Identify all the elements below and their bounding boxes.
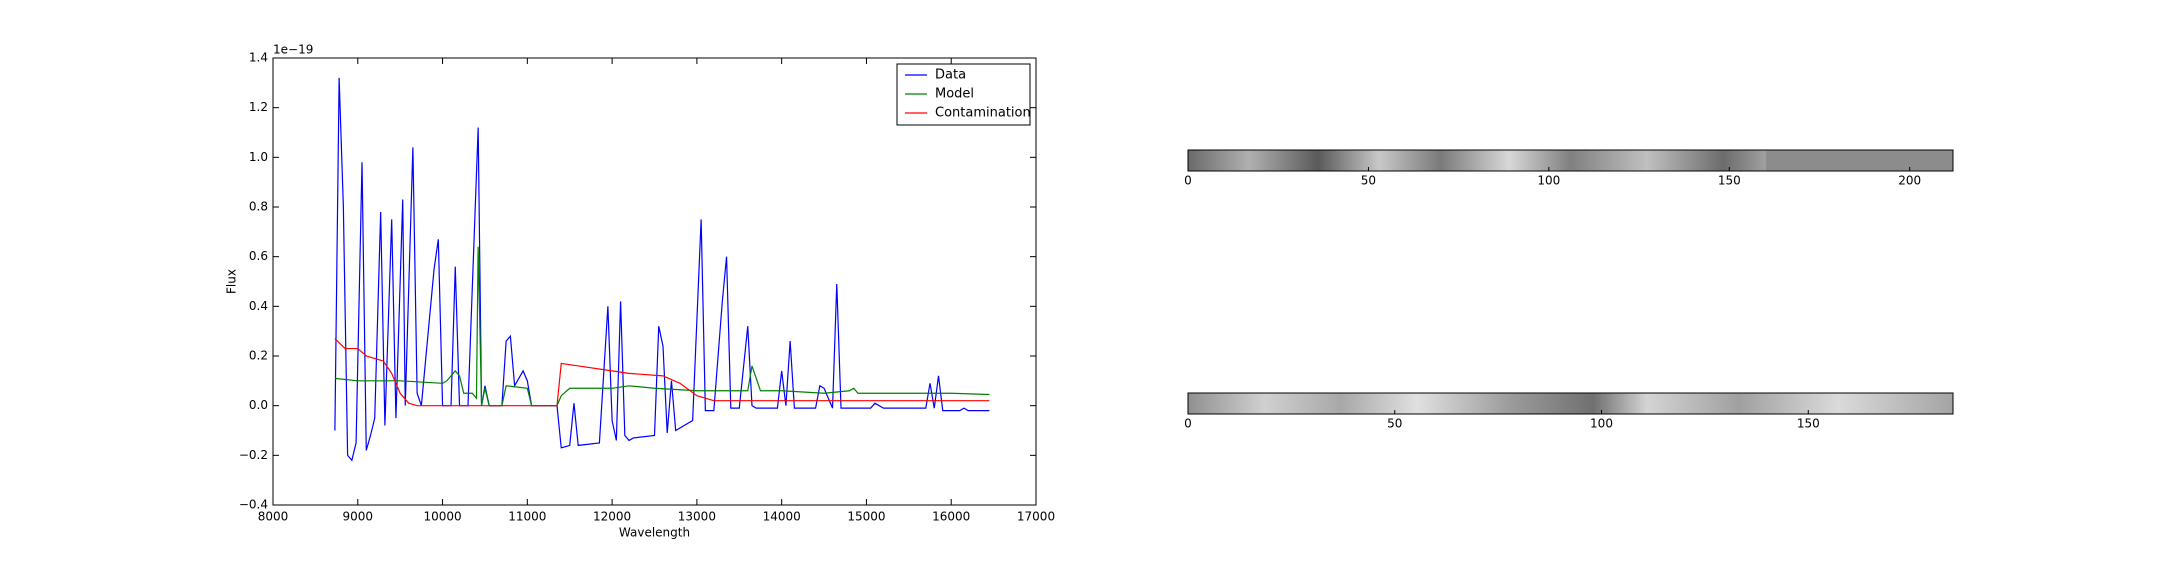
y-tick-label: 1.4 <box>249 51 268 65</box>
x-tick-label: 16000 <box>932 510 970 524</box>
x-tick-label: 12000 <box>593 510 631 524</box>
x-tick-label: 15000 <box>847 510 885 524</box>
x-tick-label: 8000 <box>258 510 289 524</box>
x-tick-label: 0 <box>1184 417 1192 431</box>
x-tick-label: 0 <box>1184 174 1192 188</box>
y-tick-label: −0.2 <box>239 448 268 462</box>
legend-label: Model <box>935 87 974 102</box>
y-tick-label: 0.4 <box>249 299 268 313</box>
y-tick-label: 1.0 <box>249 150 268 164</box>
y-tick-label: −0.4 <box>239 498 268 512</box>
x-tick-label: 50 <box>1387 417 1402 431</box>
x-tick-label: 100 <box>1590 417 1613 431</box>
offset-text: 1e−19 <box>273 43 313 57</box>
y-tick-label: 0.2 <box>249 349 268 363</box>
image-strip <box>1187 392 1954 415</box>
data-line <box>334 246 990 407</box>
y-axis-label: Flux <box>225 269 239 294</box>
y-tick-label: 0.6 <box>249 249 268 263</box>
data-line <box>334 338 990 407</box>
data-line <box>334 77 990 462</box>
plot-frame <box>272 57 1037 506</box>
y-tick-label: 0.8 <box>249 200 268 214</box>
x-tick-label: 150 <box>1797 417 1820 431</box>
legend-label: Contamination <box>935 106 1031 121</box>
legend-label: Data <box>935 68 966 83</box>
x-axis-label: Wavelength <box>619 526 690 540</box>
y-tick-label: 1.2 <box>249 100 268 114</box>
x-tick-label: 14000 <box>763 510 801 524</box>
x-tick-label: 50 <box>1361 174 1376 188</box>
x-tick-label: 10000 <box>423 510 461 524</box>
x-tick-label: 13000 <box>678 510 716 524</box>
x-tick-label: 100 <box>1537 174 1560 188</box>
x-tick-label: 150 <box>1718 174 1741 188</box>
y-tick-label: 0.0 <box>249 398 268 412</box>
x-tick-label: 11000 <box>508 510 546 524</box>
image-strip <box>1187 149 1954 172</box>
x-tick-label: 17000 <box>1017 510 1055 524</box>
x-tick-label: 200 <box>1898 174 1921 188</box>
x-tick-label: 9000 <box>343 510 374 524</box>
